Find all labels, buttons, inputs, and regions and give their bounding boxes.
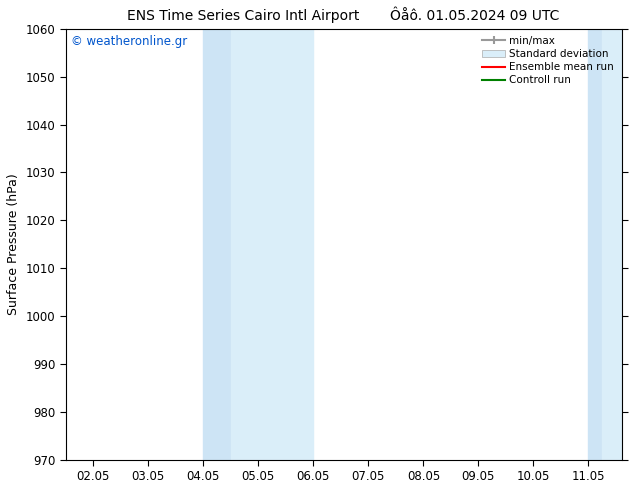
Bar [588, 29, 602, 460]
Title: ENS Time Series Cairo Intl Airport       Ôåô. 01.05.2024 09 UTC: ENS Time Series Cairo Intl Airport Ôåô. … [127, 7, 560, 24]
Legend: min/max, Standard deviation, Ensemble mean run, Controll run: min/max, Standard deviation, Ensemble me… [481, 34, 616, 88]
Y-axis label: Surface Pressure (hPa): Surface Pressure (hPa) [7, 173, 20, 315]
Bar [204, 29, 231, 460]
Bar [602, 29, 621, 460]
Text: © weatheronline.gr: © weatheronline.gr [71, 35, 188, 48]
Bar [231, 29, 313, 460]
